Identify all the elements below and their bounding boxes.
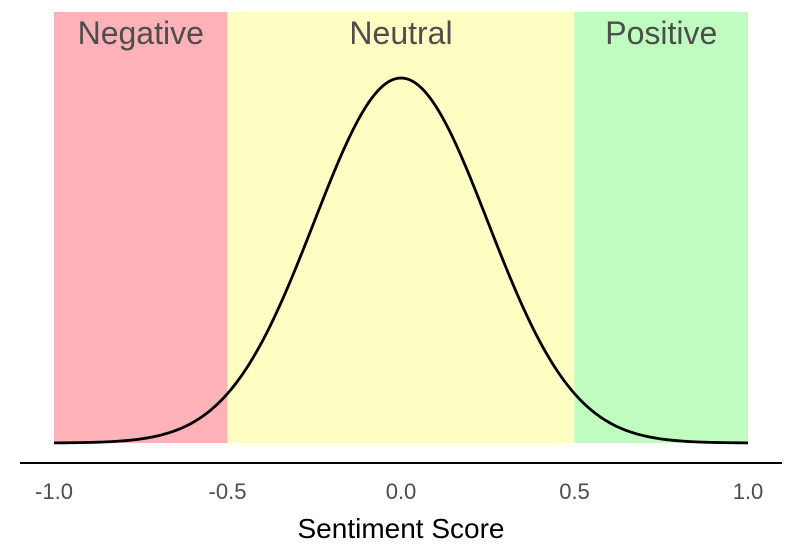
sentiment-regions bbox=[54, 12, 748, 443]
region-neutral bbox=[227, 12, 575, 443]
x-tick-label: 0.5 bbox=[559, 479, 590, 504]
region-labels: Negative Neutral Positive bbox=[78, 15, 718, 51]
region-label-positive: Positive bbox=[605, 15, 717, 51]
density-curve bbox=[53, 76, 749, 445]
region-label-neutral: Neutral bbox=[349, 15, 452, 51]
x-tick-label: -0.5 bbox=[209, 479, 247, 504]
region-negative bbox=[54, 12, 228, 443]
x-tick-labels: -1.0 -0.5 0.0 0.5 1.0 bbox=[35, 479, 763, 504]
region-positive bbox=[574, 12, 748, 443]
x-axis-title: Sentiment Score bbox=[298, 513, 505, 544]
x-tick-label: 1.0 bbox=[733, 479, 764, 504]
x-tick-label: 0.0 bbox=[386, 479, 417, 504]
region-label-negative: Negative bbox=[78, 15, 204, 51]
x-tick-label: -1.0 bbox=[35, 479, 73, 504]
